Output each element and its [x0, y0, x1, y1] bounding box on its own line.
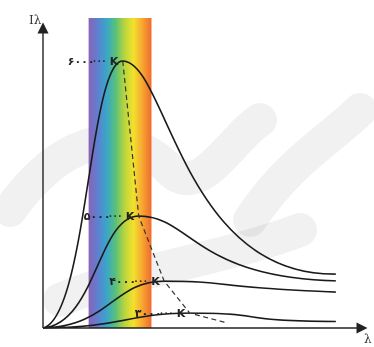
- temp-value: ۶۰۰۰: [68, 55, 95, 68]
- x-axis-label: λ: [364, 332, 372, 346]
- temp-label-4: ۳۰۰۰ K: [135, 307, 186, 320]
- temp-label-1: ۶۰۰۰ K: [68, 55, 119, 68]
- watermark-logo: [0, 93, 374, 317]
- temp-unit: K: [177, 307, 186, 320]
- temp-label-2: ۵۰۰۰ K: [84, 210, 135, 223]
- wien-peak-line: [122, 61, 228, 324]
- temp-unit: K: [151, 275, 160, 288]
- temperature-labels: ۶۰۰۰ K ۵۰۰۰ K ۴۰۰۰ K ۳۰۰۰ K: [68, 55, 186, 320]
- temp-label-3: ۴۰۰۰ K: [109, 275, 160, 288]
- curve-4: [42, 312, 336, 329]
- temp-unit: K: [126, 210, 135, 223]
- y-axis-label: Iλ: [29, 13, 42, 27]
- temp-value: ۳۰۰۰: [135, 307, 162, 320]
- temp-value: ۴۰۰۰: [109, 275, 136, 288]
- temp-value: ۵۰۰۰: [84, 210, 111, 223]
- visible-spectrum-band: [88, 18, 152, 328]
- temp-unit: K: [110, 55, 119, 68]
